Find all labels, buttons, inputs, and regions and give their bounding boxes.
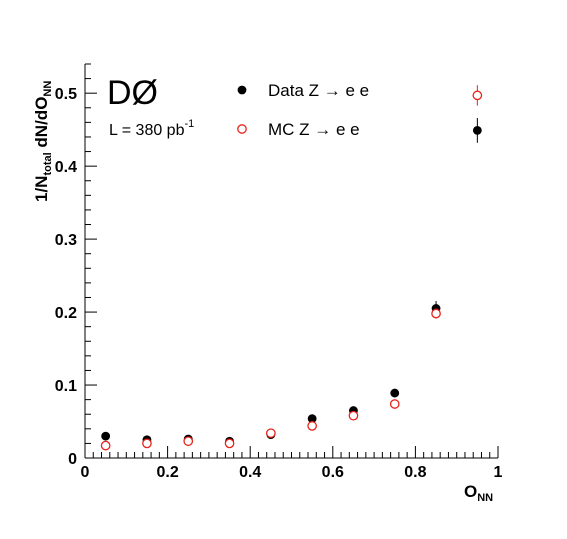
mc-point xyxy=(224,438,235,449)
mc-point xyxy=(100,440,111,451)
legend-marker-data xyxy=(237,85,247,95)
axis-ticks xyxy=(84,63,499,459)
x-tick-label: 1 xyxy=(494,464,503,481)
x-axis-title: ONN xyxy=(464,482,493,504)
data-point xyxy=(307,414,317,423)
x-tick-label: 0 xyxy=(81,464,90,481)
mc-point xyxy=(183,436,194,447)
luminosity-label: L = 380 pb-1 xyxy=(109,118,194,139)
mc-point xyxy=(389,399,400,409)
legend-marker-mc xyxy=(237,124,247,134)
y-tick-label: 0.2 xyxy=(55,305,77,322)
luminosity-exponent: -1 xyxy=(184,118,194,130)
data-point xyxy=(390,388,400,398)
mc-point xyxy=(431,308,441,319)
data-point xyxy=(101,431,111,441)
x-tick-label: 0.4 xyxy=(239,464,261,481)
data-marks xyxy=(100,85,483,451)
y-tick-label: 0 xyxy=(68,451,77,468)
experiment-label: DØ xyxy=(107,74,158,112)
mc-point xyxy=(307,421,317,431)
y-tick-label: 0.4 xyxy=(55,159,77,176)
y-tick-label: 0.5 xyxy=(55,86,77,103)
legend-label-data: Data Z → e e xyxy=(268,81,369,100)
y-tick-label: 0.1 xyxy=(55,378,77,395)
mc-point xyxy=(265,428,276,439)
legend: Data Z → e e MC Z → e e xyxy=(237,81,369,139)
x-axis-title-sub: NN xyxy=(477,492,493,504)
y-tick-label: 0.3 xyxy=(55,232,77,249)
x-axis-title-main: O xyxy=(464,482,477,501)
mc-point xyxy=(348,410,359,421)
y-axis-title-p2-sub: NN xyxy=(42,81,54,97)
y-axis-title-p1-sub: total xyxy=(42,152,54,175)
mc-point xyxy=(472,90,483,101)
mc-point xyxy=(142,438,152,449)
legend-label-mc: MC Z → e e xyxy=(268,120,360,139)
data-point xyxy=(472,125,482,135)
x-tick-label: 0.6 xyxy=(322,464,344,481)
x-tick-label: 0.2 xyxy=(156,464,178,481)
y-axis-title: 1/Ntotal dN/dONN xyxy=(32,81,54,202)
tick-labels: 0 0.2 0.4 0.6 0.8 1 0 0.1 0.2 0.3 0.4 0.5 xyxy=(55,86,503,481)
x-tick-label: 0.8 xyxy=(404,464,426,481)
luminosity-prefix: L = 380 pb xyxy=(109,122,185,139)
y-axis-title-p1: 1/N xyxy=(32,176,51,202)
y-axis-title-p2: dN/dO xyxy=(32,97,51,153)
